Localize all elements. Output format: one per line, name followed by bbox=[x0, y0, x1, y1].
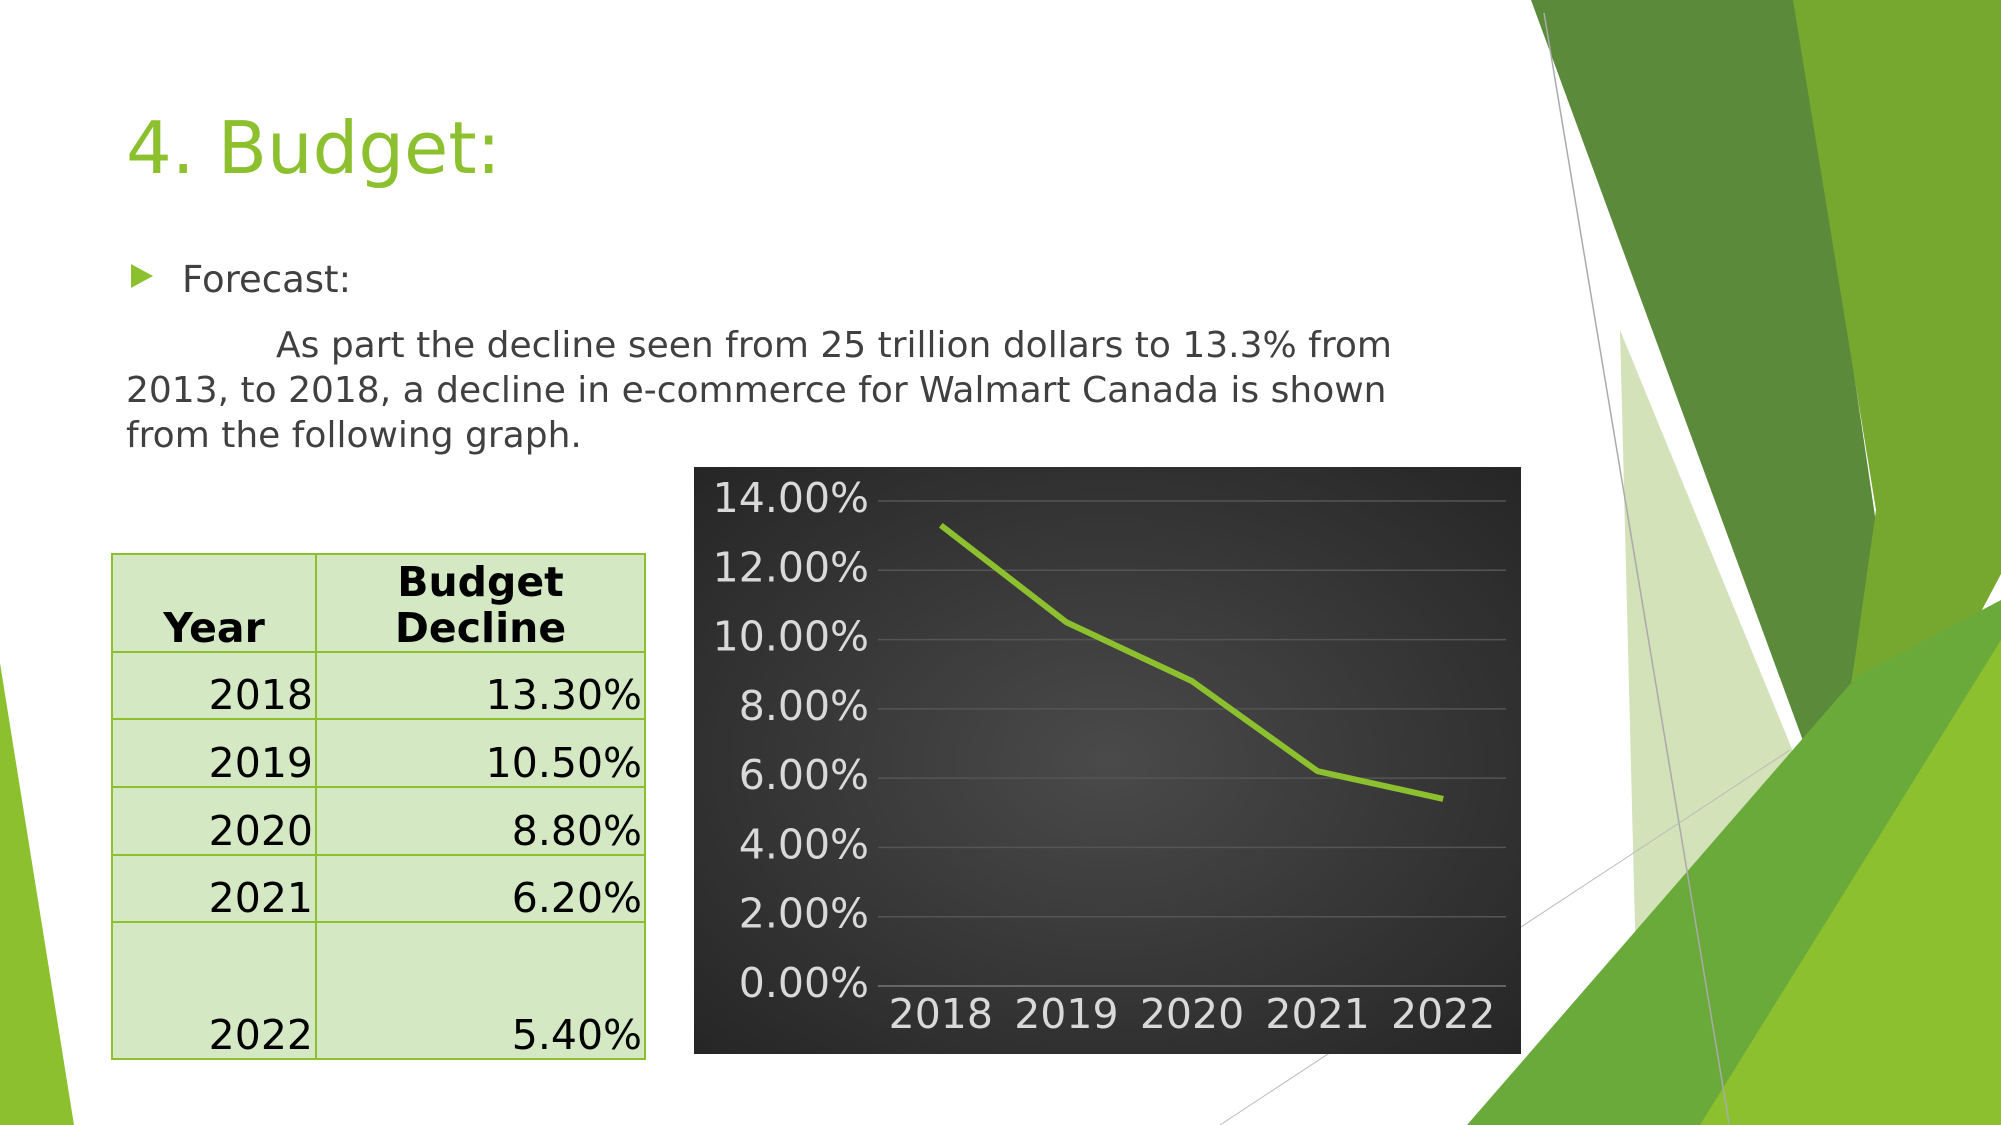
chart-background bbox=[694, 467, 1521, 1054]
bullet-icon bbox=[131, 264, 153, 288]
table-row: 2018 13.30% bbox=[111, 651, 646, 720]
table-cell: 13.30% bbox=[315, 651, 646, 720]
y-tick-label: 12.00% bbox=[713, 543, 869, 591]
table-row: 2021 6.20% bbox=[111, 854, 646, 923]
paragraph: As part the decline seen from 25 trillio… bbox=[126, 325, 1392, 456]
table-cell: 2018 bbox=[111, 651, 317, 720]
left-shape bbox=[0, 663, 74, 1125]
table-cell: 2019 bbox=[111, 718, 317, 788]
bullet-text: Forecast: bbox=[182, 258, 352, 301]
header-cell: Budget Decline bbox=[315, 553, 646, 653]
shape bbox=[1700, 640, 2001, 1125]
header-cell: Year bbox=[111, 553, 317, 653]
data-table: Year Budget Decline 2018 13.30% 2019 10.50% 20… bbox=[111, 553, 646, 1060]
y-tick-label: 14.00% bbox=[713, 474, 869, 522]
table-cell: 2022 bbox=[111, 921, 317, 1060]
y-tick-label: 0.00% bbox=[739, 959, 869, 1007]
y-tick-label: 4.00% bbox=[739, 820, 869, 868]
y-tick-label: 8.00% bbox=[739, 682, 869, 730]
table-cell: 2021 bbox=[111, 854, 317, 923]
table-cell: 5.40% bbox=[315, 921, 646, 1060]
x-tick-label: 2021 bbox=[1265, 990, 1369, 1038]
shape bbox=[1531, 0, 1876, 817]
x-tick-label: 2022 bbox=[1391, 990, 1495, 1038]
table-row: 2019 10.50% bbox=[111, 718, 646, 788]
y-tick-label: 10.00% bbox=[713, 613, 869, 661]
table-cell: 2020 bbox=[111, 786, 317, 856]
x-tick-label: 2020 bbox=[1140, 990, 1244, 1038]
slide-title: 4. Budget: bbox=[126, 106, 501, 190]
rule-line bbox=[1543, 12, 1730, 1124]
table-row: 2022 5.40% bbox=[111, 921, 646, 1060]
table-cell: 8.80% bbox=[315, 786, 646, 856]
y-tick-label: 2.00% bbox=[739, 890, 869, 938]
line-series bbox=[938, 522, 1444, 802]
shape bbox=[1793, 0, 2001, 919]
table-row: 2020 8.80% bbox=[111, 786, 646, 856]
header-row: Year Budget Decline bbox=[111, 553, 646, 653]
y-tick-label: 6.00% bbox=[739, 751, 869, 799]
x-tick-label: 2018 bbox=[889, 990, 993, 1038]
chart: 0.00% 2.00% 4.00% 6.00% 8.00% 10.00% 12.00% 14.… bbox=[694, 467, 1521, 1054]
x-tick-label: 2019 bbox=[1014, 990, 1118, 1038]
table-cell: 6.20% bbox=[315, 854, 646, 923]
table-cell: 10.50% bbox=[315, 718, 646, 788]
